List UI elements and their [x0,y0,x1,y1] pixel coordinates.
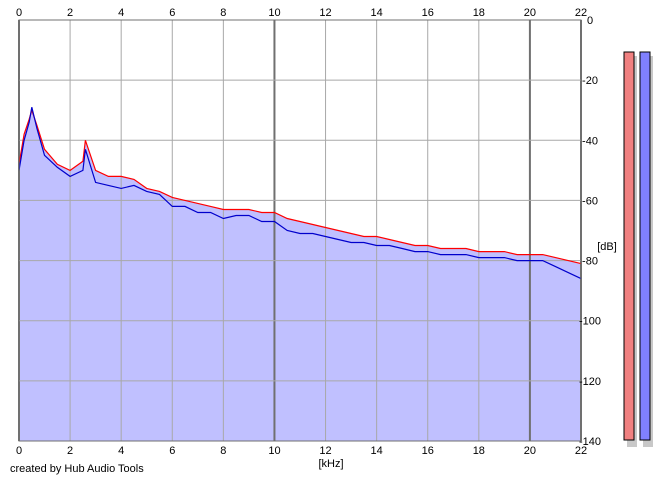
y-tick-label: -60 [582,195,598,207]
x-tick-label-top: 12 [319,7,331,19]
x-tick-label-bottom: 16 [422,445,434,457]
series-line-2 [18,107,582,280]
y-tick-label: -80 [582,256,598,268]
x-tick-label-bottom: 4 [118,445,124,457]
x-tick-label-bottom: 22 [575,445,587,457]
y-tick-label: -140 [579,436,601,448]
series-line-1 [18,108,582,265]
x-tick-label-bottom: 6 [169,445,175,457]
x-tick-label-top: 2 [67,7,73,19]
level-meter-2 [639,51,651,441]
x-tick-label-top: 8 [220,7,226,19]
x-tick-label-top: 16 [422,7,434,19]
x-tick-label-bottom: 10 [268,445,280,457]
x-tick-label-bottom: 18 [473,445,485,457]
x-tick-label-top: 14 [371,7,383,19]
y-tick-label: -40 [582,135,598,147]
x-tick-label-top: 22 [575,7,587,19]
x-tick-label-bottom: 0 [16,445,22,457]
y-tick-label: 0 [587,15,593,27]
y-tick-label: -20 [582,75,598,87]
x-tick-label-top: 20 [524,7,536,19]
x-tick-label-bottom: 14 [371,445,383,457]
x-tick-label-bottom: 12 [319,445,331,457]
x-tick-label-top: 4 [118,7,124,19]
y-tick-label: -120 [579,376,601,388]
x-tick-label-top: 18 [473,7,485,19]
x-tick-label-top: 10 [268,7,280,19]
y-axis-label: [dB] [597,241,617,253]
x-tick-label-bottom: 2 [67,445,73,457]
credit-text: created by Hub Audio Tools [10,463,144,475]
x-tick-label-bottom: 8 [220,445,226,457]
x-tick-label-top: 6 [169,7,175,19]
x-tick-label-top: 0 [16,7,22,19]
x-axis-label: [kHz] [318,458,343,470]
level-meter-1 [623,51,635,441]
y-tick-label: -100 [579,316,601,328]
spectrum-fill [19,110,581,441]
x-tick-label-bottom: 20 [524,445,536,457]
plot-frame [18,19,582,442]
